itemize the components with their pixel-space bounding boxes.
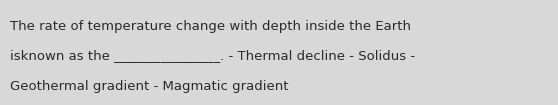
Text: Geothermal gradient - Magmatic gradient: Geothermal gradient - Magmatic gradient [10,80,288,93]
Text: The rate of temperature change with depth inside the Earth: The rate of temperature change with dept… [10,20,411,33]
Text: isknown as the ________________. - Thermal decline - Solidus -: isknown as the ________________. - Therm… [10,49,415,62]
